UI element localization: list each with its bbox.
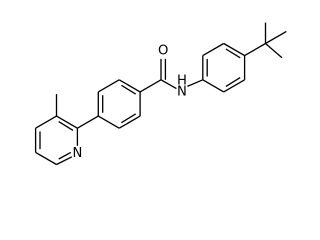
tert-butyl <box>244 22 287 59</box>
phenyl-ring <box>202 42 246 93</box>
atom-label: N <box>177 84 187 99</box>
structure: O N H N <box>34 22 287 166</box>
phenylene-ring <box>97 79 141 129</box>
atom-label: O <box>158 44 168 59</box>
amide <box>139 58 204 93</box>
atom-label: H <box>177 73 187 88</box>
atom-label: N <box>72 146 82 161</box>
molecule-diagram: O N H N <box>34 22 287 166</box>
pyridine-ring <box>34 94 99 166</box>
